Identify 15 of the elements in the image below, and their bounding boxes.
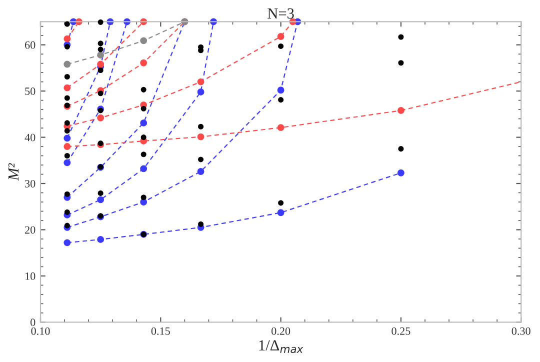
chart-title: N=3 bbox=[268, 8, 294, 19]
y-tick-label: 60 bbox=[25, 41, 36, 49]
y-tick-label: 40 bbox=[24, 134, 36, 142]
x-tick-label: 0.25 bbox=[392, 327, 410, 335]
x-axis-title: 1/Δ$_{max}$ bbox=[259, 340, 304, 354]
y-tick-label: 0 bbox=[30, 318, 36, 326]
x-tick-label: 0.20 bbox=[272, 327, 290, 335]
y-tick-label: 50 bbox=[25, 88, 36, 96]
x-tick-label: 0.30 bbox=[512, 327, 530, 335]
x-tick-label: 0.10 bbox=[31, 327, 50, 335]
y-tick-label: 20 bbox=[25, 226, 36, 234]
x-tick-label: 0.15 bbox=[151, 327, 170, 335]
y-tick-label: 30 bbox=[25, 180, 36, 188]
y-axis-title: M² bbox=[8, 163, 18, 181]
y-tick-label: 10 bbox=[26, 272, 36, 280]
